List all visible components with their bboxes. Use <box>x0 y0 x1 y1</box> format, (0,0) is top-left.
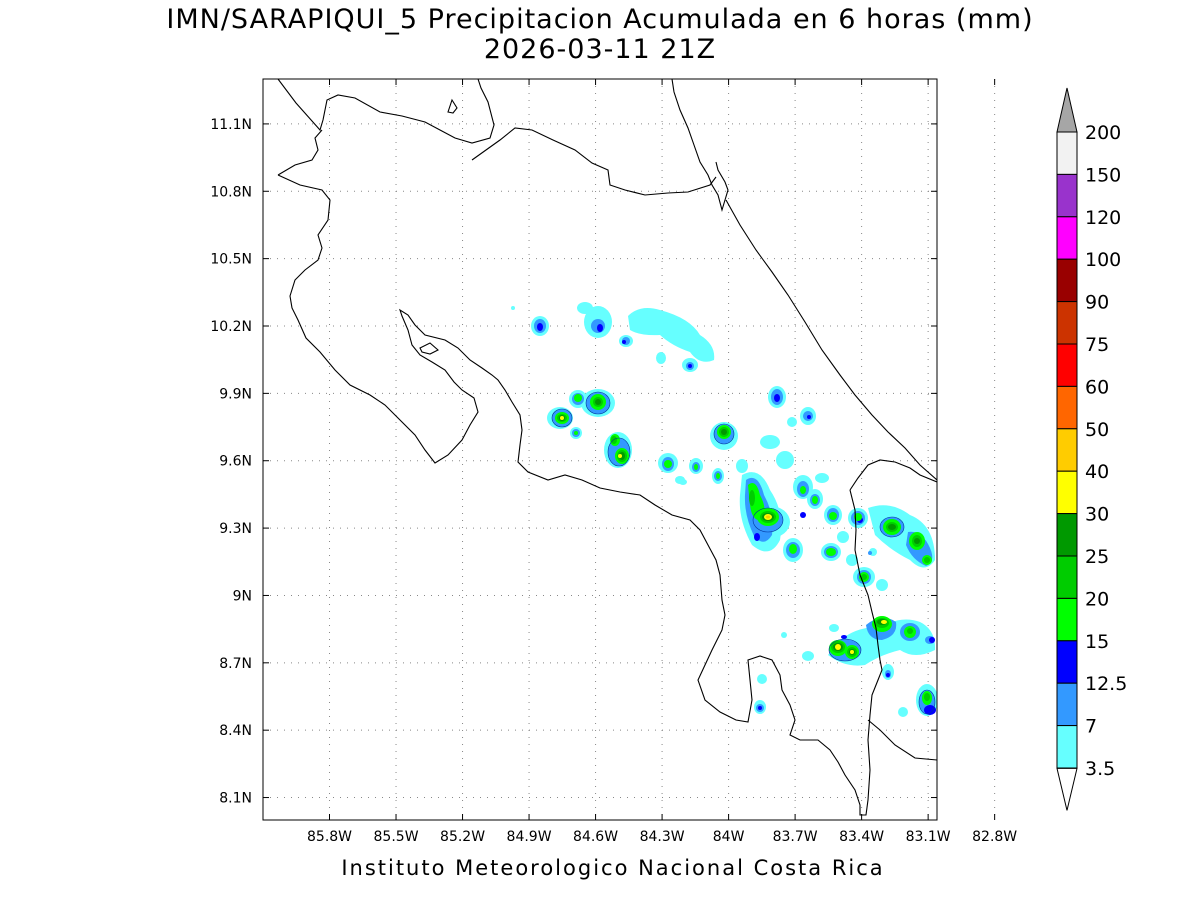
colorbar-swatch <box>1056 555 1078 599</box>
map-subtitle-datetime: 2026-03-11 21Z <box>483 34 717 65</box>
lon-tick-label: 83.1W <box>906 829 951 845</box>
plot-frame <box>262 78 938 821</box>
lat-tick-label: 8.7N <box>219 656 252 672</box>
lon-tick-label: 84W <box>713 829 745 845</box>
precipitation-field <box>277 79 937 816</box>
colorbar-label: 200 <box>1085 122 1121 144</box>
colorbar-label: 30 <box>1085 504 1109 526</box>
colorbar-underflow-triangle <box>1056 767 1078 811</box>
lon-tick-label: 85.8W <box>307 829 352 845</box>
colorbar-swatch <box>1056 640 1078 684</box>
lon-tick-label: 85.2W <box>440 829 485 845</box>
colorbar-swatch <box>1056 385 1078 430</box>
lon-tick-label: 83.4W <box>839 829 884 845</box>
colorbar-label: 15 <box>1085 631 1109 653</box>
latitude-axis-labels: 11.1N 10.8N 10.5N 10.2N 9.9N 9.6N 9.3N 9N 8.7N 8.… <box>210 117 252 807</box>
colorbar-label: 90 <box>1085 292 1109 314</box>
colorbar-label: 150 <box>1085 164 1121 186</box>
lat-tick-label: 9N <box>233 588 252 604</box>
colorbar-swatch <box>1056 428 1078 472</box>
colorbar-swatch <box>1056 301 1078 345</box>
colorbar-label: 20 <box>1085 588 1109 610</box>
lat-tick-label: 8.1N <box>219 791 252 807</box>
colorbar-swatch <box>1056 343 1078 387</box>
colorbar-label: 7 <box>1085 716 1097 738</box>
lat-tick-label: 11.1N <box>210 117 252 133</box>
colorbar-swatch <box>1056 470 1078 515</box>
lat-tick-label: 10.5N <box>210 252 252 268</box>
colorbar-swatch <box>1056 597 1078 642</box>
colorbar-label: 40 <box>1085 461 1109 483</box>
lon-tick-label: 82.8W <box>972 829 1017 845</box>
lon-tick-label: 85.5W <box>374 829 419 845</box>
colorbar-swatch <box>1056 725 1078 769</box>
lat-tick-label: 10.2N <box>210 319 252 335</box>
precip-cells <box>511 302 937 717</box>
map-title: IMN/SARAPIQUI_5 Precipitacion Acumulada … <box>166 4 1034 35</box>
coastlines <box>277 79 937 816</box>
lat-tick-label: 9.9N <box>219 386 252 402</box>
lon-tick-label: 84.6W <box>573 829 618 845</box>
colorbar-label: 100 <box>1085 249 1121 271</box>
colorbar-swatch <box>1056 216 1078 260</box>
colorbar-label: 50 <box>1085 419 1109 441</box>
lat-tick-label: 10.8N <box>210 184 252 200</box>
longitude-axis-labels: 85.8W 85.5W 85.2W 84.9W 84.6W 84.3W 84W 83.7W 83… <box>307 829 1017 845</box>
colorbar-label: 75 <box>1085 334 1109 356</box>
colorbar-label: 60 <box>1085 376 1109 398</box>
colorbar-label: 12.5 <box>1085 673 1127 695</box>
colorbar-label: 25 <box>1085 546 1109 568</box>
colorbar-swatch <box>1056 682 1078 727</box>
lat-tick-label: 8.4N <box>219 723 252 739</box>
colorbar-label: 120 <box>1085 207 1121 229</box>
plot-area <box>263 79 937 820</box>
lat-tick-label: 9.6N <box>219 454 252 470</box>
colorbar-swatch <box>1056 173 1078 218</box>
institution-footer: Instituto Meteorologico Nacional Costa R… <box>341 856 885 880</box>
colorbar-swatch <box>1056 258 1078 303</box>
lon-tick-label: 83.7W <box>773 829 818 845</box>
colorbar-swatch <box>1056 131 1078 175</box>
lat-tick-label: 9.3N <box>219 521 252 537</box>
lon-tick-label: 84.9W <box>507 829 552 845</box>
lon-tick-label: 84.3W <box>640 829 685 845</box>
colorbar-swatch <box>1056 513 1078 557</box>
colorbar-label: 3.5 <box>1085 758 1115 780</box>
precipitation-colorbar: 200 150 120 100 90 75 60 50 40 30 25 20 15 12.5 7 3.5 <box>1056 87 1127 811</box>
colorbar-overflow-triangle <box>1056 87 1078 133</box>
